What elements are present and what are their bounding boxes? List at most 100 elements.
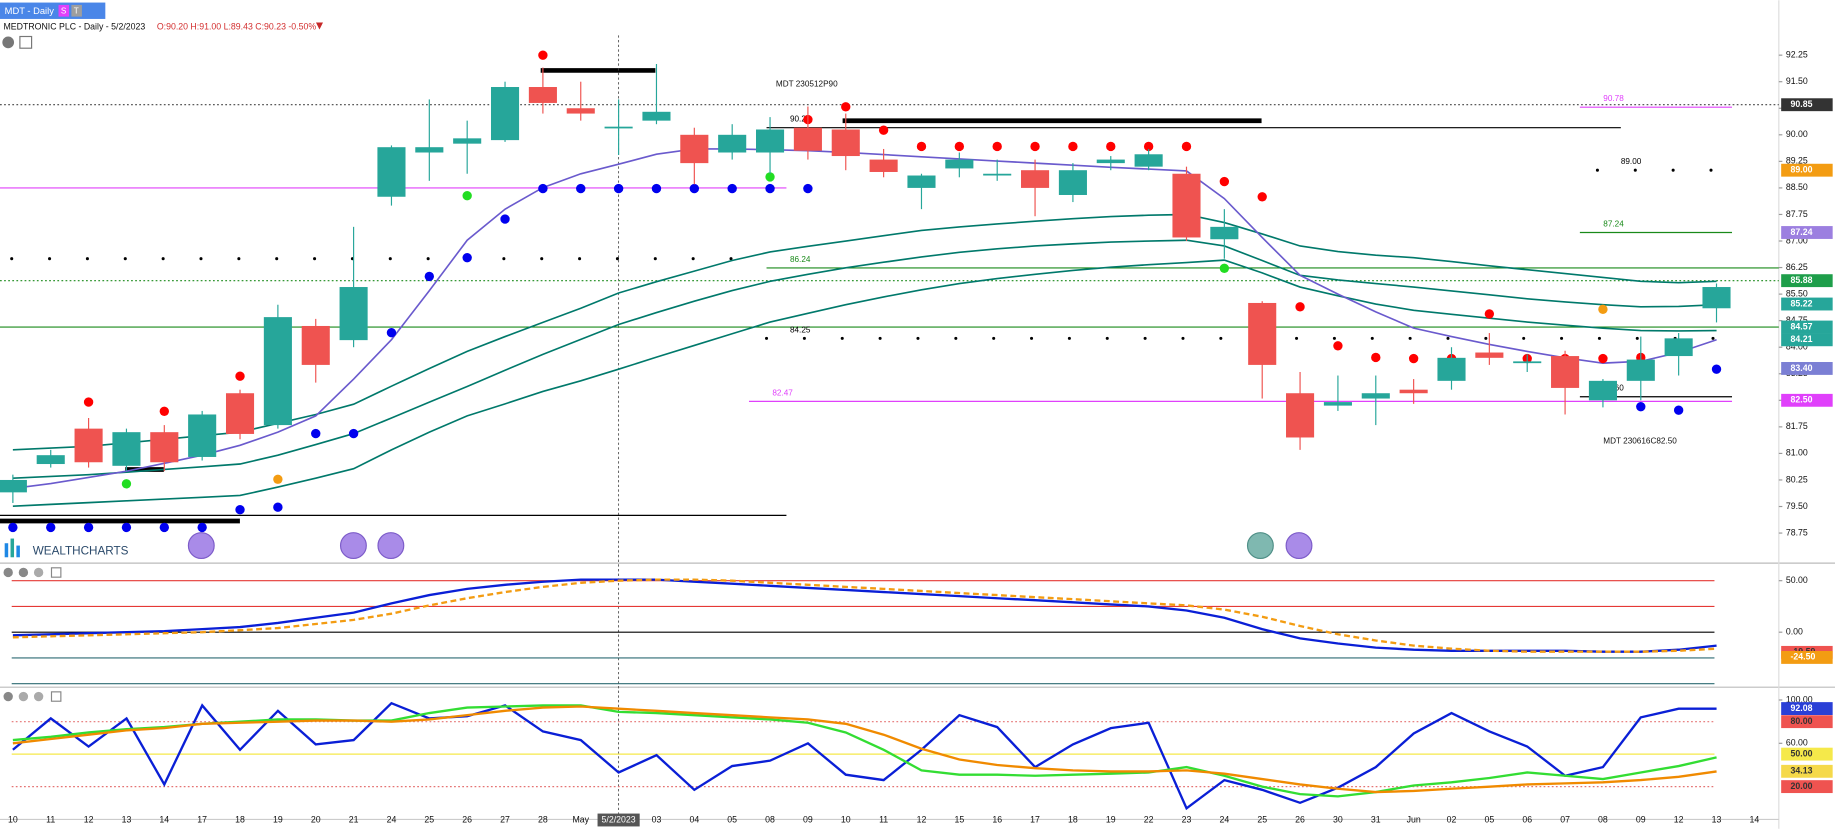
panel-button[interactable] (18, 691, 29, 702)
x-tick-label: 17 (197, 814, 207, 824)
x-tick-label: 23 (1182, 814, 1192, 824)
price-badge (1781, 780, 1833, 794)
panel-button[interactable] (18, 567, 29, 578)
y-tick-label: 92.25 (1786, 49, 1808, 59)
x-tick-label: Jun (1407, 814, 1421, 824)
price-badge-label: 20.00 (1791, 781, 1813, 791)
panel-button[interactable] (2, 36, 15, 49)
candle-body (112, 432, 141, 466)
candle-body (756, 129, 785, 153)
panel-button[interactable] (3, 567, 13, 578)
candle-body (339, 287, 368, 341)
level-dot (691, 257, 695, 261)
candle-body (680, 134, 709, 164)
candle-body (1475, 352, 1504, 358)
level-dot (1219, 336, 1223, 340)
level-dot (916, 336, 920, 340)
panel-button[interactable] (33, 567, 44, 578)
x-tick-label: 17 (1030, 814, 1040, 824)
signal-dot (916, 141, 927, 152)
event-icon[interactable] (187, 532, 215, 560)
candle-body (301, 325, 330, 365)
x-tick-label: 10 (841, 814, 851, 824)
signal-dot (1598, 304, 1608, 315)
crosshair-date-box (597, 813, 640, 827)
level-dot (123, 257, 127, 261)
level-dot (1484, 336, 1488, 340)
y-tick-label: 60.00 (1786, 738, 1808, 748)
event-icon[interactable] (1246, 532, 1274, 560)
level-dot (878, 336, 882, 340)
level-dot (802, 336, 806, 340)
signal-dot (689, 183, 700, 194)
signal-dot (311, 428, 321, 439)
x-tick-label: 09 (1636, 814, 1646, 824)
y-tick-label: 85.50 (1786, 288, 1808, 298)
panel-button[interactable] (3, 691, 13, 702)
event-icon[interactable] (1285, 532, 1313, 560)
candle-body (1134, 154, 1163, 167)
y-tick-label: 89.25 (1786, 156, 1808, 166)
panel-button[interactable] (50, 567, 62, 578)
tab-badge[interactable] (58, 4, 70, 17)
signal-dot (1030, 141, 1040, 152)
x-tick-label: 08 (1598, 814, 1608, 824)
candle-body (1172, 173, 1201, 238)
level-dot (615, 257, 619, 261)
x-tick-label: 20 (311, 814, 321, 824)
y-tick-label: 0.00 (1786, 627, 1803, 637)
event-icon[interactable] (377, 532, 405, 560)
y-tick-label: 90.00 (1786, 129, 1808, 139)
level-dot (1709, 168, 1713, 172)
panel-button[interactable] (50, 691, 62, 702)
level-dot (1143, 336, 1147, 340)
candle-body (263, 317, 292, 426)
level-dot (1030, 336, 1034, 340)
signal-dot (197, 522, 207, 533)
signal-dot (1143, 141, 1154, 152)
price-badge (1781, 715, 1833, 729)
candle-body (1513, 361, 1542, 364)
level-dot (765, 336, 769, 340)
panel-buttons (3, 567, 62, 702)
signal-dot (500, 214, 510, 224)
price-badge-label: 87.24 (1791, 227, 1813, 237)
panel-button[interactable] (33, 691, 44, 702)
signal-dot (462, 252, 472, 263)
candle-body (1664, 338, 1693, 357)
price-badge (1781, 163, 1833, 177)
y-tick-label: 86.25 (1786, 262, 1808, 272)
level-label: 90.20 (790, 115, 811, 124)
signal-dot (878, 125, 889, 135)
x-tick-label: 14 (1749, 814, 1759, 824)
x-tick-label: 11 (46, 814, 55, 824)
signal-dot (121, 522, 132, 533)
tab-label: MDT - Daily (5, 6, 55, 16)
signal-dot (576, 183, 586, 194)
y-tick-label: 87.00 (1786, 235, 1808, 245)
signal-dot (462, 191, 472, 201)
candle-body (150, 432, 179, 463)
price-badge-label: 80.00 (1791, 716, 1813, 726)
level-dot (729, 257, 733, 261)
signal-dot (1219, 176, 1230, 187)
y-tick-label: 79.50 (1786, 501, 1808, 511)
panel-button[interactable] (19, 35, 33, 49)
indicator-line (12, 148, 1717, 490)
tab-badge[interactable] (71, 4, 82, 17)
signal-dot (83, 522, 94, 533)
x-tick-label: 03 (652, 814, 662, 824)
signal-dot (83, 397, 94, 407)
event-icon[interactable] (339, 532, 367, 560)
level-dot (161, 257, 165, 261)
x-tick-label: 19 (273, 814, 283, 824)
indicator-line (12, 578, 1717, 653)
signal-dot (235, 505, 245, 515)
signal-dot (613, 183, 624, 194)
signal-dot (121, 479, 132, 489)
candle-body (188, 414, 217, 457)
price-badge (1781, 650, 1833, 664)
level-dot (1597, 336, 1601, 340)
